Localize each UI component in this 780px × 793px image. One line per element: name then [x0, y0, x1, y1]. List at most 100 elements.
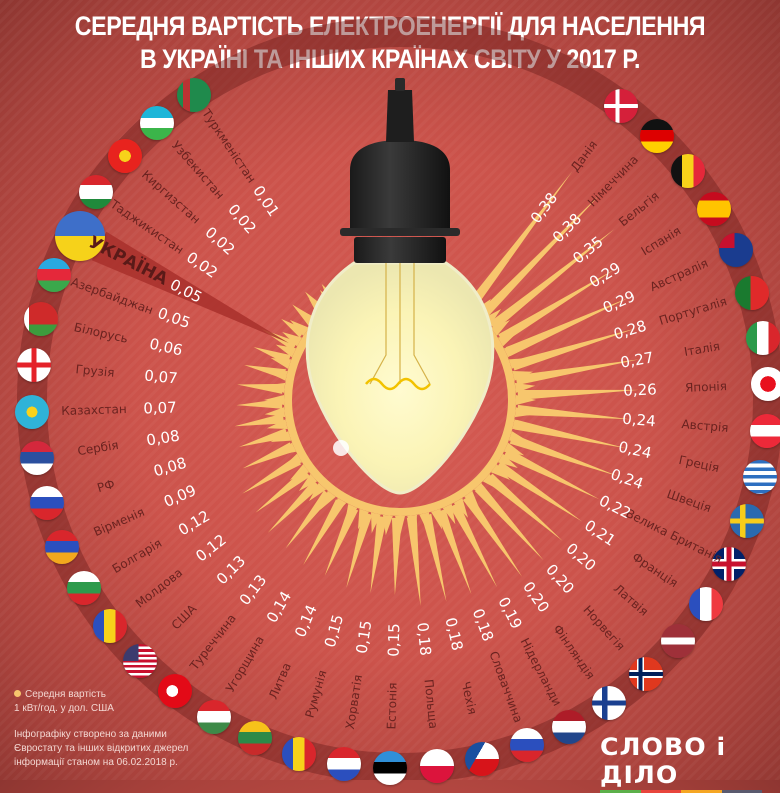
sun-tooth — [266, 419, 288, 430]
value-label: 0,15 — [384, 622, 404, 657]
sun-tooth — [289, 464, 310, 480]
value-ray — [495, 461, 583, 522]
bulb-highlight — [333, 440, 349, 456]
sun-tooth — [308, 482, 327, 502]
sun-tooth — [270, 431, 292, 443]
flag-icon-hr — [327, 746, 362, 781]
flag-icon-gb — [712, 547, 747, 582]
flag-icon-ua — [54, 211, 105, 261]
flag-icon-no — [628, 657, 663, 692]
sun-tooth — [282, 332, 303, 347]
sun-tooth — [514, 407, 536, 418]
flag-icon-de — [639, 119, 674, 154]
sun-tooth — [370, 512, 381, 534]
sun-tooth — [508, 357, 530, 369]
flag-icon-sk — [509, 728, 544, 763]
value-ray — [234, 413, 285, 427]
sun-tooth — [497, 332, 518, 347]
title-line-2: В УКРАЇНІ ТА ІНШИХ КРАЇНАХ СВІТУ У 2017 … — [139, 44, 640, 74]
source-line-3: інформації станом на 06.02.2018 р. — [14, 757, 178, 768]
value-ray — [242, 442, 294, 469]
flag-icon-tm — [177, 77, 212, 112]
sun-tooth — [357, 508, 369, 530]
value-ray — [255, 468, 310, 513]
value-ray — [489, 229, 615, 331]
flag-icon-gr — [742, 459, 777, 494]
value-ray — [462, 494, 523, 577]
sun-tooth — [275, 442, 297, 456]
sun-tooth — [497, 453, 518, 468]
value-ray — [517, 389, 639, 401]
sun-tooth — [275, 344, 297, 358]
sun-tooth — [298, 473, 318, 492]
sun-tooth — [490, 320, 511, 336]
source-line-2: Євростату та інших відкритих джерел — [14, 743, 189, 754]
flag-icon-bg — [66, 570, 101, 605]
sun-tooth — [270, 357, 292, 369]
sun-tooth — [407, 514, 418, 536]
flag-icon-ro — [281, 736, 316, 771]
sun-tooth — [490, 464, 511, 480]
value-ray — [475, 484, 544, 561]
flag-icon-fr — [689, 587, 724, 622]
flag-icon-lt — [238, 721, 273, 756]
value-ray — [517, 404, 630, 420]
flag-icon-ge — [16, 348, 51, 383]
sun-tooth — [332, 497, 347, 518]
value-ray — [478, 195, 600, 319]
flag-icon-lv — [661, 624, 696, 659]
value-ray — [498, 269, 614, 343]
flag-icon-se — [730, 504, 765, 539]
sun-tooth — [289, 320, 310, 336]
value-ray — [503, 448, 600, 500]
flag-icon-jp — [750, 367, 780, 402]
logo-text: СЛОВО і ДІЛО — [600, 733, 727, 789]
sun-tooth — [264, 395, 284, 405]
flag-icon-cz — [465, 741, 500, 776]
sun-tooth — [431, 508, 443, 530]
sun-tooth — [419, 512, 430, 534]
value-ray — [515, 359, 640, 386]
flag-icon-rs — [19, 440, 54, 475]
legend-dot-icon — [14, 690, 21, 697]
sun-tooth — [344, 503, 358, 525]
sun-tooth — [503, 344, 525, 358]
flag-icon-dk — [604, 89, 639, 124]
sun-tooth — [320, 490, 336, 511]
sun-tooth — [508, 431, 530, 443]
value-ray — [370, 515, 388, 593]
value-ray — [514, 419, 626, 449]
flag-icon-it — [745, 321, 780, 356]
value-ray — [467, 171, 573, 309]
flag-icon-au — [718, 232, 753, 267]
value-ray — [324, 506, 359, 576]
flag-icon-es — [697, 191, 732, 226]
cable — [395, 78, 405, 91]
sun-tooth — [503, 442, 525, 456]
country-label: Японія — [684, 379, 727, 395]
value-label: 0,26 — [622, 380, 657, 400]
socket-body — [350, 140, 450, 228]
flag-icon-md — [92, 609, 127, 644]
sun-tooth — [266, 370, 288, 381]
value-ray — [303, 499, 345, 565]
value-label: 0,07 — [143, 366, 179, 388]
flag-icon-at — [749, 413, 780, 448]
flag-icon-pl — [419, 749, 454, 784]
page-title: СЕРЕДНЯ ВАРТІСТЬ ЕЛЕКТРОЕНЕРГІЇ ДЛЯ НАСЕ… — [55, 10, 726, 76]
value-ray — [449, 502, 498, 588]
bulb-filament — [365, 377, 431, 391]
value-ray — [509, 434, 618, 477]
sun-tooth — [442, 503, 456, 525]
value-ray — [239, 428, 289, 447]
value-ray — [281, 318, 306, 338]
socket-ring — [340, 228, 460, 236]
sun-tooth — [473, 482, 492, 502]
source-note: Інфографіку створено за даними Євростату… — [14, 728, 188, 770]
sun-tooth — [512, 419, 534, 430]
flag-icon-ru — [29, 485, 64, 520]
sun-tooth — [282, 453, 303, 468]
sun-tooth — [514, 382, 536, 393]
flag-icon-fi — [592, 685, 627, 720]
